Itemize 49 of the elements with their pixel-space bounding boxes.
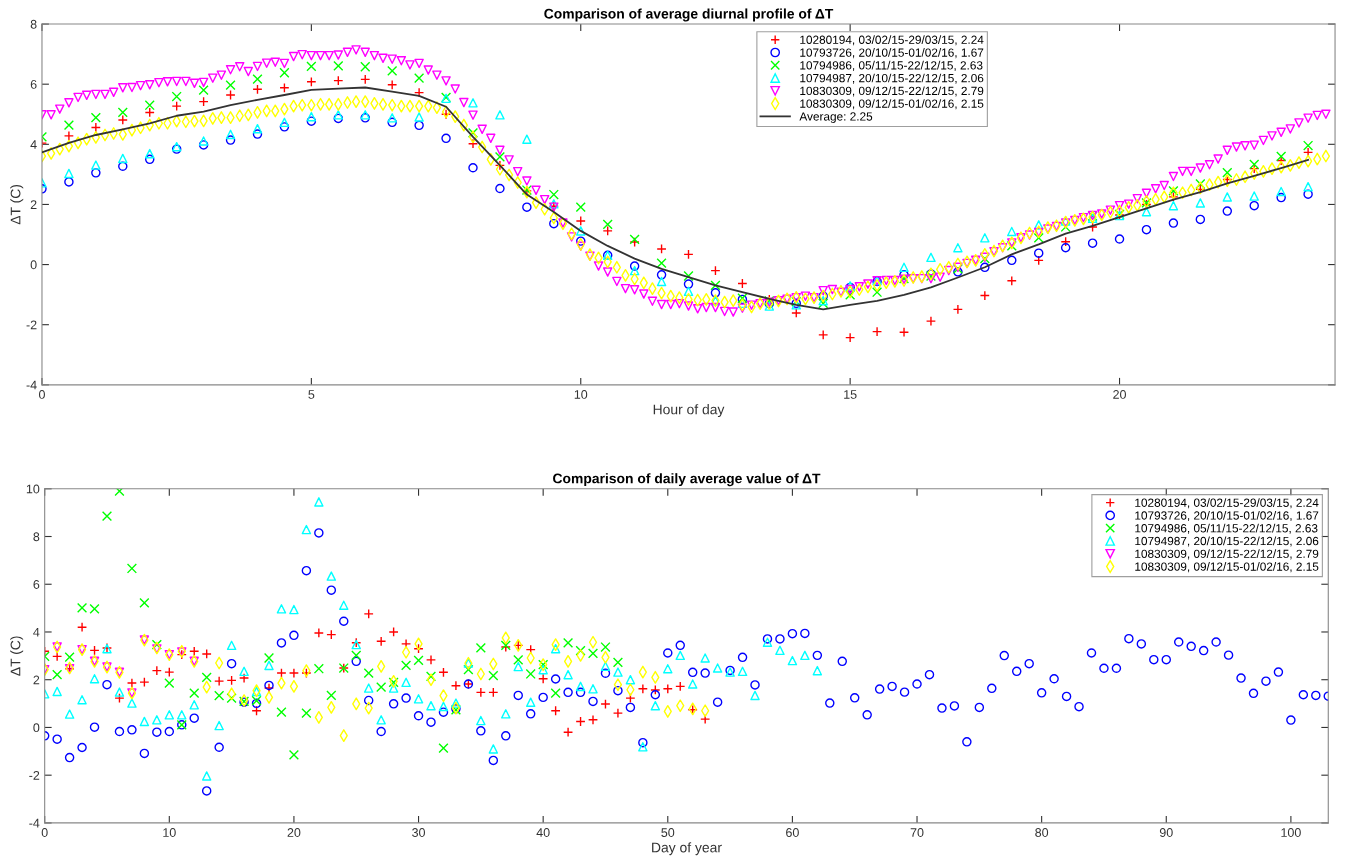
- y-tick-label: 4: [33, 627, 40, 637]
- x-tick-label: 15: [844, 390, 857, 399]
- x-tick-label: 0: [41, 828, 48, 837]
- x-tick-label: 20: [1113, 390, 1126, 399]
- legend-label: 10793726, 20/10/15-01/02/16, 1.67: [800, 48, 984, 59]
- x-tick-label: 20: [287, 828, 301, 837]
- chart-title: Comparison of average diurnal profile of ΔT: [544, 8, 834, 22]
- x-tick-label: 90: [1159, 828, 1173, 837]
- x-tick-label: 50: [661, 828, 675, 837]
- x-tick-label: 30: [412, 828, 426, 837]
- x-tick-label: 10: [163, 828, 176, 837]
- legend-label: 10280194, 03/02/15-29/03/15, 2.24: [800, 35, 984, 46]
- y-tick-label: 2: [33, 675, 40, 685]
- x-tick-label: 100: [1281, 828, 1301, 837]
- legend-label: 10280194, 03/02/15-29/03/15, 2.24: [1135, 498, 1319, 509]
- y-tick-label: 6: [33, 580, 40, 589]
- y-tick-label: -2: [29, 770, 40, 780]
- y-tick-label: 8: [33, 532, 40, 542]
- legend-label: 10830309, 09/12/15-22/12/15, 2.79: [800, 86, 984, 97]
- x-tick-label: 5: [308, 390, 315, 399]
- y-tick-label: -2: [26, 320, 37, 330]
- y-tick-label: 0: [30, 260, 37, 270]
- legend-label: 10794986, 05/11/15-22/12/15, 2.63: [1135, 523, 1318, 534]
- y-tick-label: -4: [26, 380, 37, 390]
- y-tick-label: 2: [30, 200, 37, 209]
- y-tick-label: -4: [29, 818, 40, 828]
- y-tick-label: 6: [30, 79, 37, 89]
- x-tick-label: 10: [574, 390, 588, 399]
- x-tick-label: 40: [536, 828, 550, 837]
- legend-label: 10830309, 09/12/15-01/02/16, 2.15: [1135, 562, 1319, 573]
- y-tick-label: 10: [26, 484, 40, 494]
- legend-label: 10793726, 20/10/15-01/02/16, 1.67: [1135, 510, 1319, 522]
- x-axis-title: Hour of day: [653, 404, 725, 418]
- chart-title: Comparison of daily average value of ΔT: [553, 473, 821, 487]
- y-axis-title: ΔT (C): [10, 636, 24, 676]
- y-tick-label: 4: [30, 140, 37, 149]
- x-tick-label: 70: [910, 828, 924, 837]
- legend-label: 10794986, 05/11/15-22/12/15, 2.63: [800, 60, 983, 71]
- legend-label: Average: 2.25: [799, 112, 873, 123]
- x-tick-label: 60: [786, 828, 799, 837]
- y-tick-label: 0: [33, 723, 40, 733]
- y-axis-title: ΔT (C): [10, 184, 24, 225]
- x-axis-title: Day of year: [652, 842, 722, 856]
- legend-label: 10794987, 20/10/15-22/12/15, 2.06: [800, 73, 984, 84]
- y-tick-label: 8: [30, 19, 37, 29]
- legend-label: 10830309, 09/12/15-01/02/16, 2.15: [800, 99, 984, 110]
- legend-label: 10830309, 09/12/15-22/12/15, 2.79: [1135, 549, 1319, 560]
- legend-label: 10794987, 20/10/15-22/12/15, 2.06: [1135, 536, 1319, 547]
- x-tick-label: 80: [1035, 828, 1049, 837]
